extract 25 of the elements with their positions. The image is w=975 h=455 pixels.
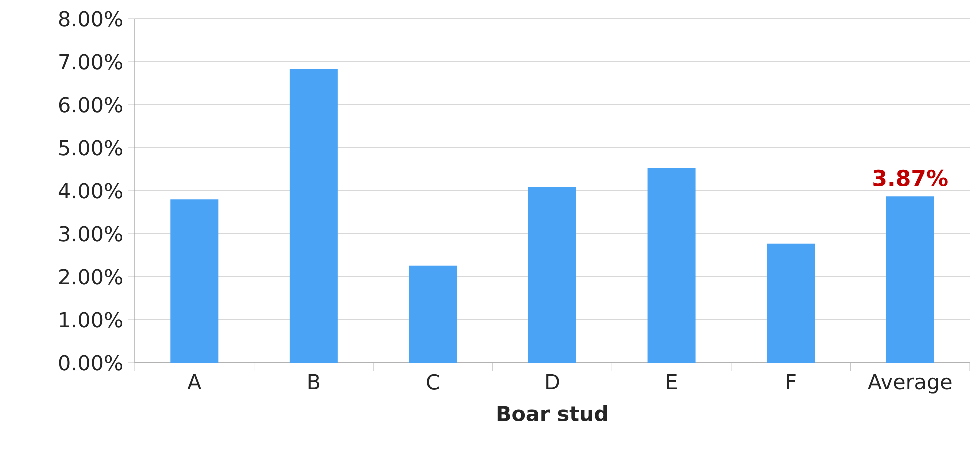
bar <box>409 266 458 363</box>
y-tick-label: 1.00% <box>60 312 122 328</box>
y-tick-label: 3.00% <box>60 226 122 242</box>
bar <box>528 187 576 363</box>
y-tick-label: 2.00% <box>59 269 122 285</box>
x-axis-title: Boar stud <box>498 406 608 422</box>
x-tick-label: F <box>787 374 796 390</box>
bar <box>886 196 934 363</box>
bar <box>767 244 816 363</box>
x-tick-label: C <box>427 374 440 390</box>
x-tick-label: E <box>667 374 677 390</box>
data-label: 3.87% <box>874 170 948 187</box>
bar <box>170 200 219 363</box>
y-tick-label: 7.00% <box>60 54 122 70</box>
y-tick-label: 6.00% <box>59 97 122 113</box>
x-tick-label: A <box>188 374 202 390</box>
y-tick-label: 4.00% <box>58 183 122 199</box>
x-tick-label: B <box>308 374 320 390</box>
x-tick-label: Average <box>868 374 952 394</box>
y-tick-label: 0.00% <box>59 355 122 371</box>
y-tick-label: 5.00% <box>60 140 122 156</box>
x-tick-label: D <box>546 374 560 390</box>
bar <box>290 69 338 363</box>
y-tick-label: 8.00% <box>59 11 122 27</box>
bar <box>648 168 696 363</box>
